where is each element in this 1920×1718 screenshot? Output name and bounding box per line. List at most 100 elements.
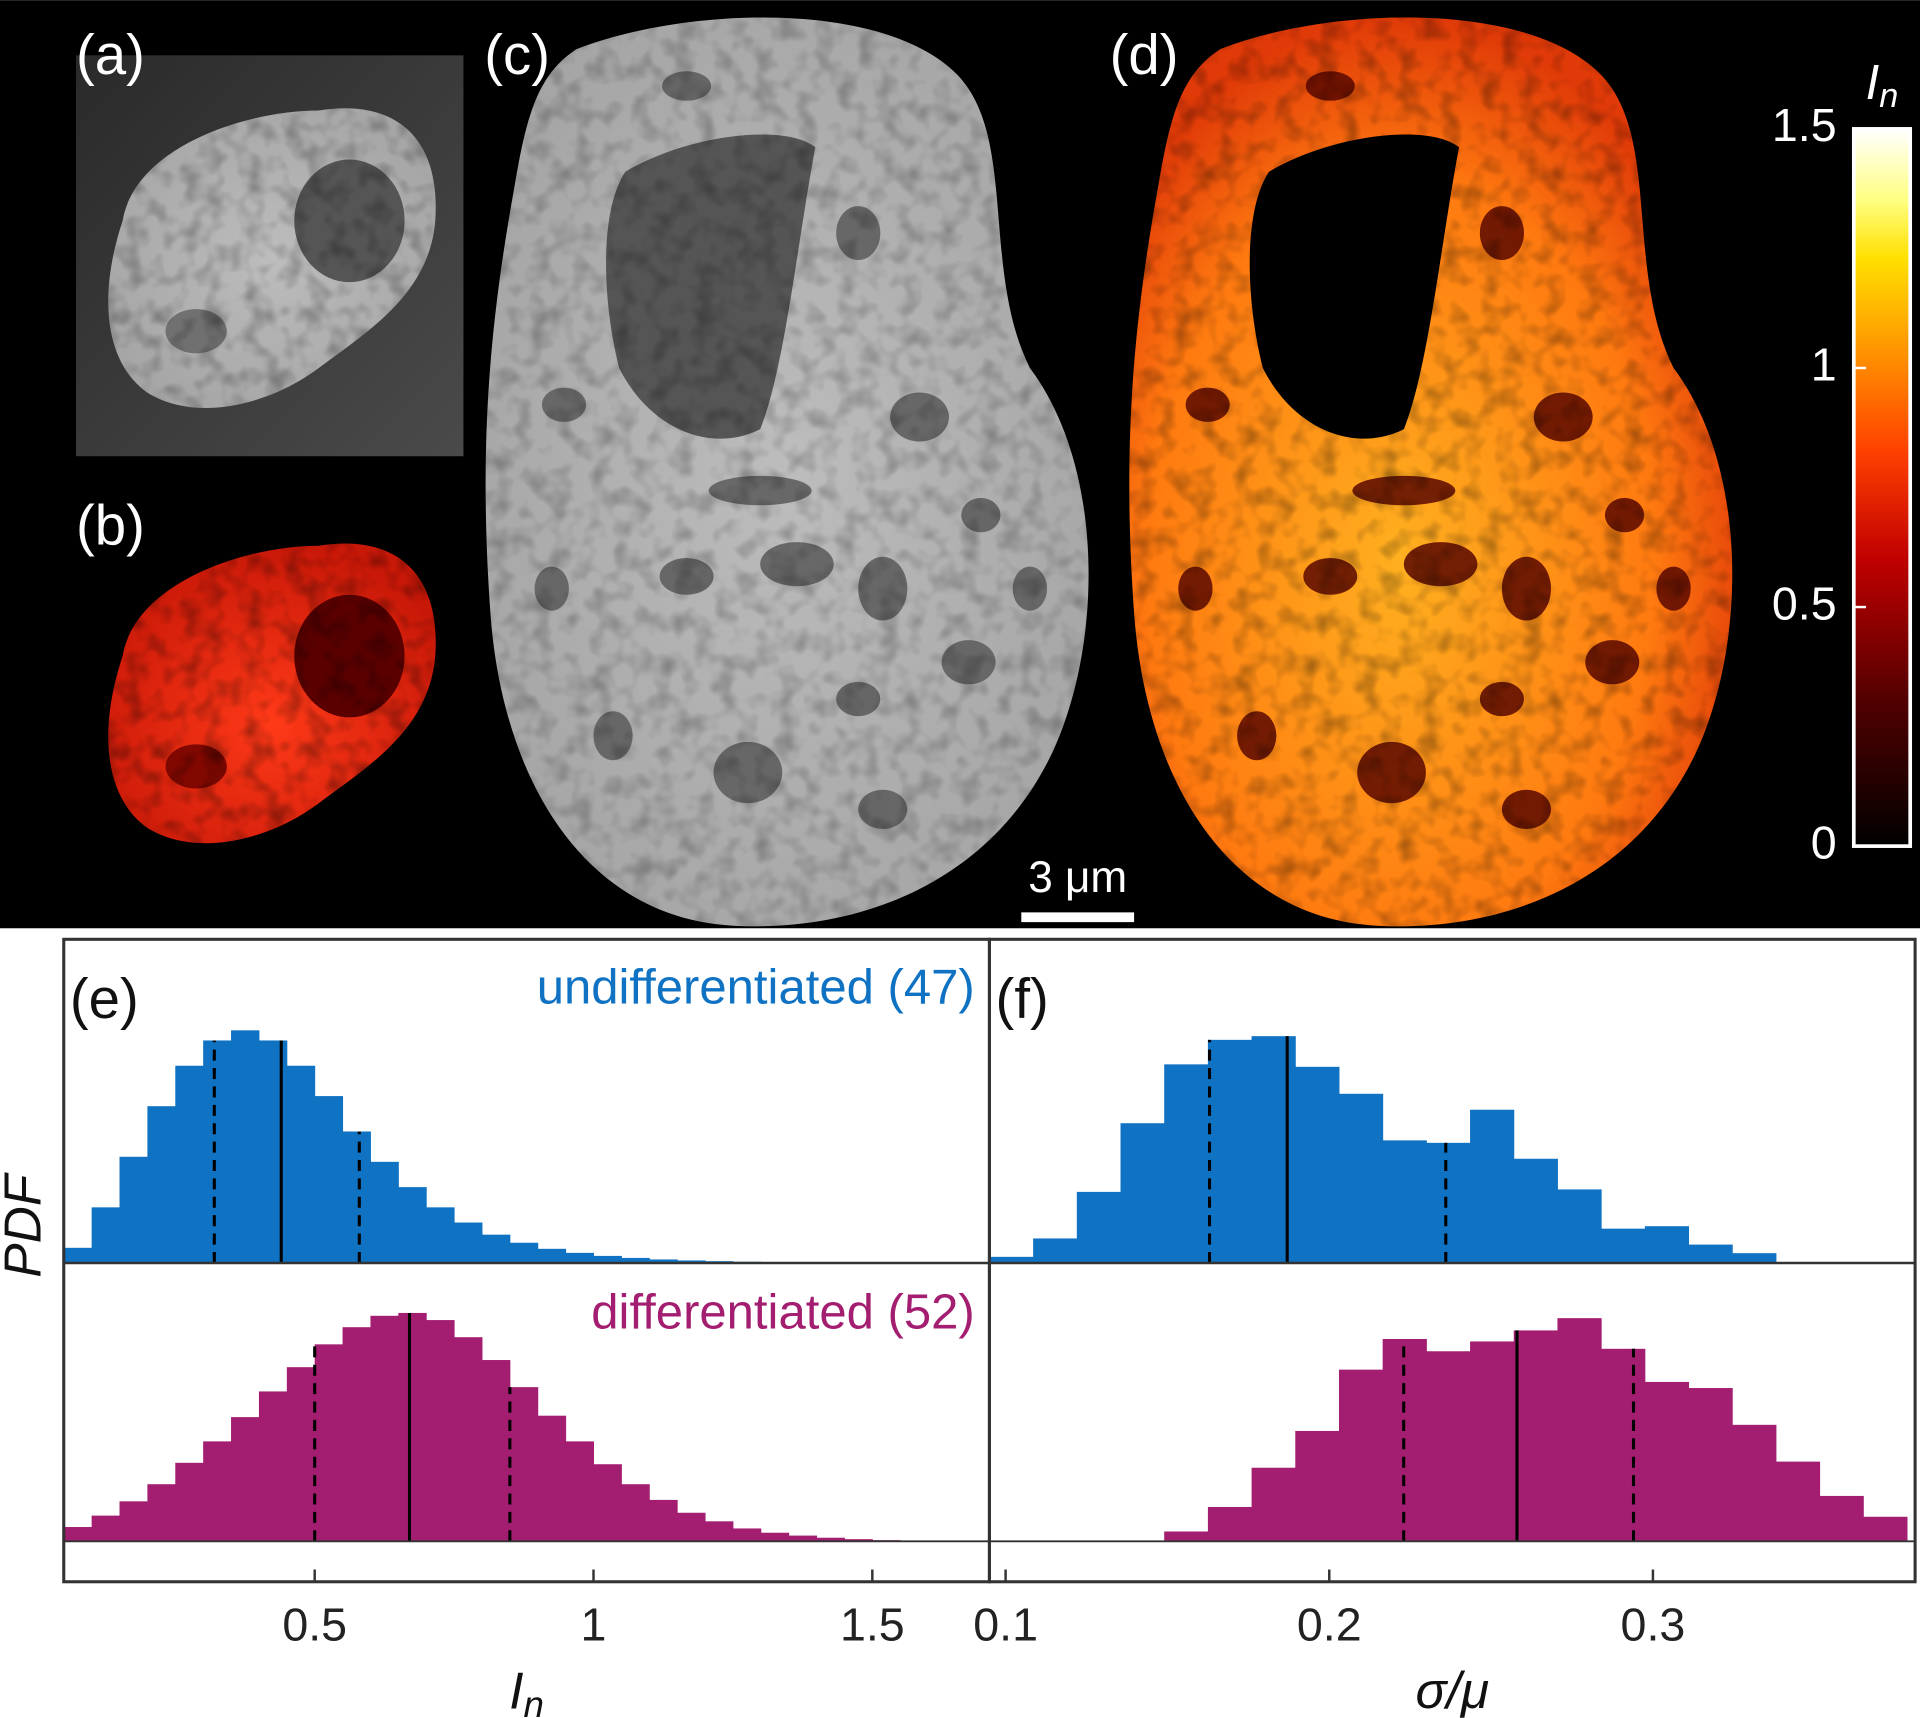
y-axis-label: PDF xyxy=(0,1172,52,1278)
histogram-bar xyxy=(844,1539,873,1542)
histogram-bar xyxy=(286,1367,316,1542)
histogram-bar xyxy=(1557,1318,1602,1542)
colorbar-label-sub: n xyxy=(1879,77,1898,115)
histogram-bar xyxy=(342,1327,371,1542)
x-tick-label: 1 xyxy=(581,1599,607,1651)
histogram-bar xyxy=(1601,1348,1646,1542)
histogram-bar xyxy=(454,1222,483,1263)
histogram-bar xyxy=(231,1030,260,1263)
histogram-bar xyxy=(1732,1424,1777,1542)
histogram-bar xyxy=(760,1532,790,1542)
histogram-bar xyxy=(1164,1531,1209,1542)
histogram-bar xyxy=(732,1528,762,1542)
histogram-bar xyxy=(677,1260,706,1263)
histogram-bar xyxy=(370,1161,399,1263)
histogram-bar xyxy=(63,1247,93,1263)
image-c xyxy=(485,17,1089,927)
colorbar-tick-label: 0.5 xyxy=(1772,577,1837,629)
histogram-bar xyxy=(816,1537,845,1542)
histogram-bar xyxy=(1164,1064,1209,1263)
histogram-bar xyxy=(147,1106,176,1263)
histogram-bar xyxy=(1426,1142,1471,1263)
series-label: differentiated (52) xyxy=(591,1286,974,1340)
histogram-bar xyxy=(593,1255,622,1263)
panel-label: (f) xyxy=(996,967,1049,1030)
image-d xyxy=(1129,17,1733,927)
histogram-bar xyxy=(1819,1495,1864,1542)
x-tick-label: 0.3 xyxy=(1621,1599,1686,1651)
histogram-bar xyxy=(342,1131,371,1263)
histogram-bar xyxy=(398,1187,427,1263)
histogram-bar xyxy=(1688,1388,1733,1542)
histogram-bar xyxy=(1120,1123,1165,1263)
colorbar-label: In xyxy=(1866,56,1899,115)
histogram-bar xyxy=(1382,1140,1427,1263)
histogram-bar xyxy=(1338,1093,1384,1263)
histogram-bar xyxy=(989,1256,1034,1263)
histogram-bar xyxy=(1295,1066,1340,1263)
x-tick-label: 0.2 xyxy=(1297,1599,1362,1651)
histogram-bar xyxy=(426,1320,455,1542)
histogram-bar xyxy=(537,1248,567,1263)
histogram-bar xyxy=(705,1521,734,1542)
histogram-bar xyxy=(119,1156,148,1263)
histogram-bar xyxy=(621,1257,650,1263)
histogram-bar xyxy=(649,1499,678,1542)
x-axis-label: σ/μ xyxy=(1415,1661,1489,1718)
histogram-bar xyxy=(1732,1253,1777,1263)
x-axis-label-main: I xyxy=(509,1661,523,1718)
histogram-bar xyxy=(91,1207,121,1263)
colorbar-tick-label: 1.5 xyxy=(1772,99,1837,151)
x-axis-label: In xyxy=(509,1661,544,1718)
histogram-bar xyxy=(1644,1381,1690,1542)
histogram-bar xyxy=(509,1387,539,1542)
histogram-bar xyxy=(314,1096,344,1263)
histogram-bar xyxy=(788,1535,818,1542)
histogram-bar xyxy=(509,1242,539,1263)
histogram-bar xyxy=(175,1065,204,1263)
histogram-bar xyxy=(677,1512,706,1542)
histogram-bar xyxy=(314,1344,344,1542)
histogram-bar xyxy=(1033,1238,1078,1263)
histogram-bar xyxy=(1688,1244,1733,1263)
colorbar-tick-label: 1 xyxy=(1811,338,1837,390)
histogram-bar xyxy=(175,1462,204,1542)
histogram-bar xyxy=(565,1252,594,1263)
panel-label: (c) xyxy=(484,23,550,86)
histogram-bar xyxy=(481,1234,511,1263)
histogram-bar xyxy=(1775,1461,1821,1542)
histogram-bar xyxy=(1076,1191,1121,1263)
histogram-bar xyxy=(1426,1351,1471,1542)
histogram-bar xyxy=(426,1207,455,1263)
histogram-bar xyxy=(1557,1189,1602,1263)
histogram-bar xyxy=(203,1441,232,1542)
histogram-bar xyxy=(1513,1158,1558,1263)
histogram-bar xyxy=(370,1315,399,1542)
panel-label: (d) xyxy=(1110,23,1179,86)
histogram-bar xyxy=(1251,1036,1296,1263)
histogram-bar xyxy=(1601,1228,1646,1263)
panel-label: (b) xyxy=(76,494,145,557)
colorbar xyxy=(1851,127,1913,848)
histogram-bar xyxy=(1470,1341,1515,1542)
series-label: undifferentiated (47) xyxy=(537,961,975,1015)
x-tick-label: 0.5 xyxy=(282,1599,347,1651)
panel-label: (e) xyxy=(70,967,139,1030)
x-tick-label: 0.1 xyxy=(973,1599,1038,1651)
histogram-bar xyxy=(286,1065,316,1263)
image-b xyxy=(108,543,436,844)
histogram-bar xyxy=(1644,1226,1690,1263)
scale-bar-label: 3 μm xyxy=(1028,853,1127,902)
histogram-bar xyxy=(258,1391,288,1542)
x-tick-label: 1.5 xyxy=(840,1599,905,1651)
histogram-bar xyxy=(537,1415,567,1542)
histogram-bar xyxy=(398,1312,427,1542)
histogram-bar xyxy=(258,1040,288,1263)
histogram-bar xyxy=(1295,1430,1340,1542)
colorbar-tick-label: 0 xyxy=(1811,816,1837,868)
histogram-bar xyxy=(231,1417,260,1542)
histogram-bar xyxy=(593,1464,622,1542)
histogram-bar xyxy=(1470,1109,1515,1263)
